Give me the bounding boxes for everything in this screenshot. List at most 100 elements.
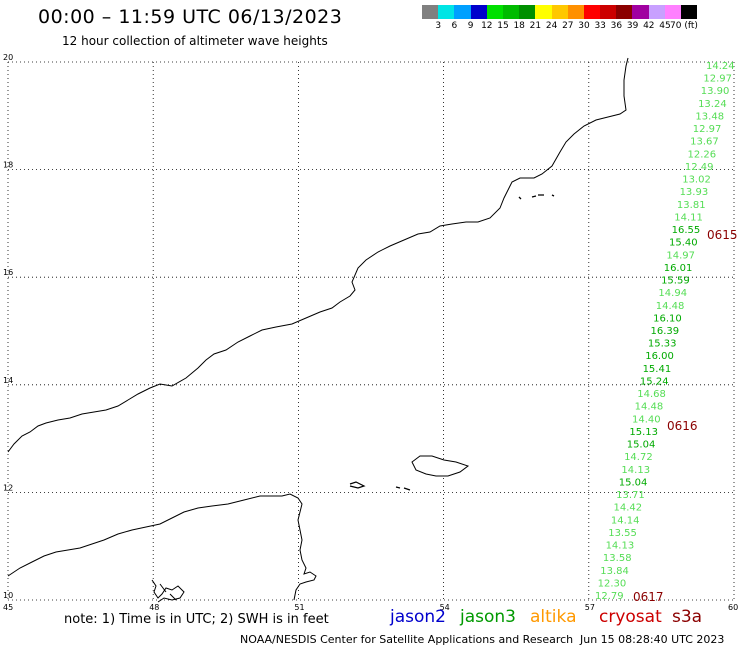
- y-tick-label: 18: [3, 161, 13, 170]
- colorbar-swatch: [519, 5, 536, 19]
- colorbar-label: 24: [545, 21, 558, 31]
- lat-lon-grid: [7, 61, 735, 601]
- colorbar-label: 30: [578, 21, 590, 31]
- wave-height-colorbar: [422, 5, 698, 19]
- map-subtitle: 12 hour collection of altimeter wave hei…: [62, 34, 328, 48]
- coastline-arabia: [7, 57, 629, 453]
- wave-height-label: 13.81: [677, 200, 706, 211]
- map-title: 00:00 – 11:59 UTC 06/13/2023: [38, 6, 343, 28]
- wave-height-label: 13.55: [608, 528, 637, 539]
- wave-height-label: 13.67: [690, 137, 719, 148]
- axis-ticks: 45 48 51 54 57 60 20 18 16 14 12 10: [3, 53, 738, 612]
- footer-note: note: 1) Time is in UTC; 2) SWH is in fe…: [64, 612, 329, 627]
- wave-height-label: 13.84: [600, 566, 629, 577]
- wave-height-label: 16.39: [651, 326, 680, 337]
- wave-height-label: 12.79: [595, 591, 624, 602]
- wave-height-label: 12.26: [688, 149, 717, 160]
- y-tick-label: 14: [3, 376, 13, 385]
- wave-height-label: 14.24: [706, 61, 735, 72]
- wave-height-label: 13.93: [680, 187, 709, 198]
- wave-height-label: 15.04: [619, 477, 648, 488]
- wave-height-label: 12.30: [598, 578, 627, 589]
- legend-altika: altika: [530, 607, 577, 627]
- colorbar-label: 3: [435, 21, 442, 31]
- colorbar-swatch: [583, 5, 601, 19]
- colorbar-swatch: [422, 5, 439, 19]
- wave-height-label: 14.97: [666, 250, 695, 261]
- colorbar-swatch: [486, 5, 503, 19]
- wave-height-label: 13.48: [695, 111, 724, 122]
- wave-height-label: 16.10: [653, 313, 682, 324]
- x-tick-label: 54: [440, 603, 450, 612]
- colorbar-label: 33: [594, 21, 606, 31]
- wave-height-label: 13.02: [682, 175, 711, 186]
- colorbar-label: 39: [626, 21, 639, 31]
- wave-height-label: 16.55: [672, 225, 701, 236]
- y-tick-label: 10: [3, 591, 13, 600]
- wave-height-label: 14.72: [624, 452, 653, 463]
- wave-height-label: 13.58: [603, 553, 632, 564]
- x-tick-label: 48: [149, 603, 159, 612]
- colorbar-label: 42: [643, 21, 655, 31]
- pass-label-0616: 0616: [667, 419, 698, 433]
- wave-height-label: 14.14: [611, 515, 640, 526]
- colorbar-swatch: [535, 5, 552, 19]
- islands-socotra-west: [349, 481, 411, 491]
- colorbar-label: 18: [513, 21, 525, 31]
- wave-height-track: 14.2412.9713.9013.2413.4812.9713.6712.26…: [595, 61, 735, 602]
- wave-height-label: 14.13: [621, 465, 650, 476]
- wave-height-label: 12.97: [703, 74, 732, 85]
- wave-height-label: 16.01: [664, 263, 693, 274]
- credit-line: NOAA/NESDIS Center for Satellite Applica…: [240, 633, 574, 646]
- legend-s3a: s3a: [672, 607, 703, 627]
- colorbar-swatch: [600, 5, 617, 19]
- wave-height-label: 15.33: [648, 339, 677, 350]
- colorbar-label: 6: [451, 21, 458, 31]
- wave-height-label: 15.41: [643, 364, 672, 375]
- wave-height-label: 14.40: [632, 414, 661, 425]
- colorbar-swatch: [632, 5, 649, 19]
- wave-height-label: 15.13: [629, 427, 658, 438]
- wave-height-label: 13.71: [616, 490, 645, 501]
- y-tick-label: 20: [3, 53, 13, 62]
- legend-jason2: jason2: [390, 607, 446, 627]
- colorbar-label: 15: [497, 21, 509, 31]
- colorbar-label: 27: [562, 21, 574, 31]
- colorbar-label: 21: [529, 21, 542, 31]
- pass-label-0615: 0615: [707, 228, 738, 242]
- pass-label-0617: 0617: [633, 590, 664, 604]
- colorbar-label: 70 (ft): [670, 21, 698, 31]
- islands-kuria-muria: [518, 194, 555, 200]
- wave-height-label: 12.49: [685, 162, 714, 173]
- colorbar-swatch: [438, 5, 455, 19]
- island-socotra: [411, 455, 470, 477]
- colorbar-swatch: [567, 5, 584, 19]
- y-tick-label: 12: [3, 483, 13, 492]
- colorbar-swatch: [648, 5, 665, 19]
- wave-height-label: 13.24: [698, 99, 727, 110]
- inland-lakes: [151, 579, 185, 603]
- wave-height-label: 14.68: [637, 389, 666, 400]
- wave-height-label: 15.04: [627, 440, 656, 451]
- wave-height-label: 14.13: [606, 541, 635, 552]
- x-tick-label: 57: [585, 603, 595, 612]
- colorbar-label: 12: [481, 21, 493, 31]
- colorbar-label: 45: [659, 21, 671, 31]
- wave-height-label: 16.00: [645, 351, 674, 362]
- wave-height-label: 14.48: [635, 402, 664, 413]
- generation-timestamp: Jun 15 08:28:40 UTC 2023: [580, 633, 725, 646]
- wave-height-label: 14.42: [614, 503, 643, 514]
- x-tick-label: 51: [294, 603, 304, 612]
- coastline-africa: [7, 493, 317, 601]
- colorbar-swatch: [502, 5, 520, 19]
- legend-cryosat: cryosat: [599, 607, 662, 627]
- wave-height-label: 12.97: [693, 124, 722, 135]
- y-tick-label: 16: [3, 268, 13, 277]
- colorbar-swatch: [470, 5, 487, 19]
- wave-height-label: 15.59: [661, 276, 690, 287]
- legend-jason3: jason3: [460, 607, 516, 627]
- colorbar-swatch: [664, 5, 681, 19]
- colorbar-label: 36: [610, 21, 623, 31]
- wave-height-label: 14.11: [674, 212, 703, 223]
